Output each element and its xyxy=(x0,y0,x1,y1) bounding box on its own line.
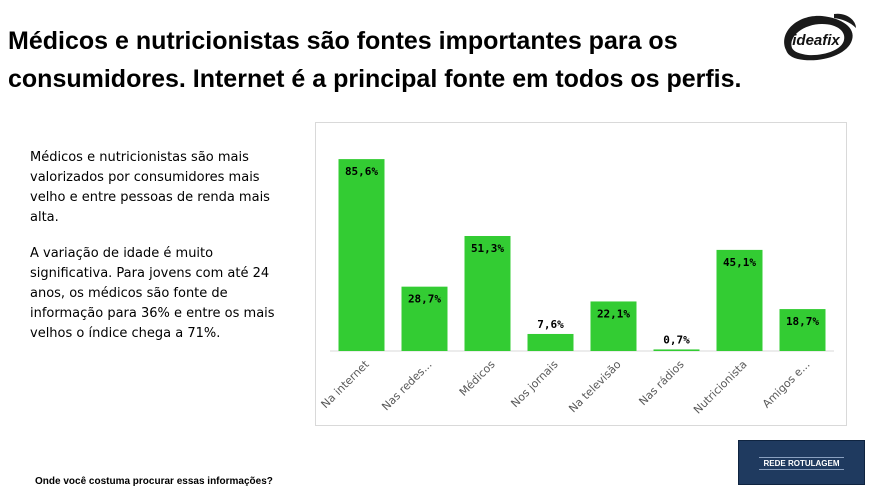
bar xyxy=(338,159,385,351)
logo-text: ideafix xyxy=(792,32,840,49)
bar xyxy=(527,333,574,351)
page-title: Médicos e nutricionistas são fontes impo… xyxy=(8,22,778,98)
bar xyxy=(716,249,763,351)
bar-value-label: 7,6% xyxy=(537,318,564,331)
title-line-2: consumidores. Internet é a principal fon… xyxy=(8,65,742,93)
x-tick-label: Nas rádios xyxy=(636,358,686,408)
x-tick-label: Médicos xyxy=(457,358,498,399)
bar xyxy=(401,286,448,351)
bar-value-label: 28,7% xyxy=(408,293,441,306)
rede-rotulagem-badge: REDE ROTULAGEM xyxy=(738,440,865,485)
description-paragraph-2: A variação de idade é muito significativ… xyxy=(30,246,275,341)
x-tick-label: Nos jornais xyxy=(508,358,560,410)
bar xyxy=(653,349,700,351)
bar-value-label: 0,7% xyxy=(663,333,690,346)
x-tick-label: Na internet xyxy=(319,357,372,410)
bar-value-label: 85,6% xyxy=(345,165,378,178)
bar xyxy=(779,309,826,351)
x-tick-label: Amigos e... xyxy=(760,358,813,411)
ideafix-logo-mark: ideafix xyxy=(784,13,856,61)
chart-container: 85,6% Na internet 28,7% Nas redes... 51,3% Mé… xyxy=(315,122,847,426)
x-tick-label: Nas redes... xyxy=(379,358,434,413)
badge-label: REDE ROTULAGEM xyxy=(759,457,844,470)
bar-value-label: 45,1% xyxy=(723,256,756,269)
description-text: Médicos e nutricionistas são mais valori… xyxy=(30,148,292,360)
survey-question: Onde você costuma procurar essas informa… xyxy=(35,476,273,487)
bar-value-label: 22,1% xyxy=(597,307,630,320)
bar-value-label: 18,7% xyxy=(786,315,819,328)
bar xyxy=(464,235,511,351)
bar-value-label: 51,3% xyxy=(471,242,504,255)
x-tick-label: Nutricionista xyxy=(691,358,750,417)
bar xyxy=(590,301,637,351)
ideafix-logo: ideafix xyxy=(776,10,858,66)
description-paragraph-1: Médicos e nutricionistas são mais valori… xyxy=(30,150,270,225)
title-line-1: Médicos e nutricionistas são fontes impo… xyxy=(8,27,678,55)
x-tick-label: Na televisão xyxy=(566,358,624,416)
bar-chart: 85,6% Na internet 28,7% Nas redes... 51,3% Mé… xyxy=(319,159,834,417)
